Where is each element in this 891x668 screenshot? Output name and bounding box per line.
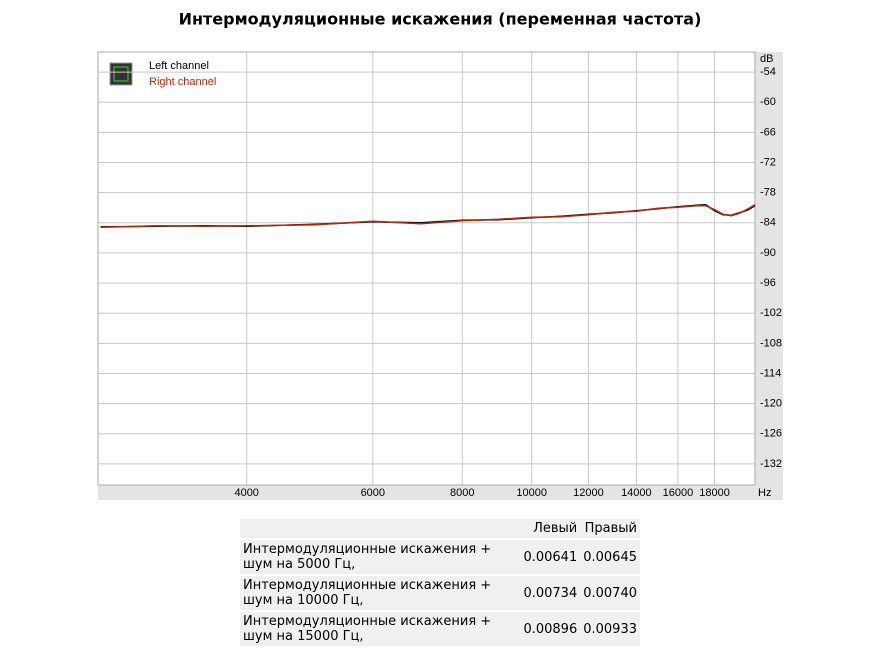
- x-tick-label: 16000: [663, 487, 694, 499]
- table-row: Интермодуляционные искажения + шум на 15…: [240, 611, 640, 648]
- row-label: Интермодуляционные искажения + шум на 50…: [240, 539, 521, 576]
- results-table: Левый Правый Интермодуляционные искажени…: [240, 519, 640, 648]
- cell: 0.00641: [520, 539, 581, 576]
- y-tick-label: -72: [760, 156, 776, 168]
- y-tick-label: -78: [760, 187, 776, 199]
- legend-label: Left channel: [149, 60, 209, 72]
- chart-title: Интермодуляционные искажения (переменная…: [179, 10, 702, 29]
- cell: 0.00645: [580, 539, 640, 576]
- y-tick-label: -126: [760, 428, 782, 440]
- cell: 0.00740: [580, 575, 640, 612]
- cell: 0.00896: [520, 611, 581, 648]
- y-tick-label: -54: [760, 66, 776, 78]
- y-unit: dB: [760, 53, 773, 65]
- y-tick-label: -90: [760, 247, 776, 259]
- y-tick-label: -114: [760, 367, 781, 379]
- cell: 0.00933: [580, 611, 640, 648]
- column-header: Правый: [580, 519, 640, 540]
- legend-icon-grid: [113, 66, 129, 82]
- y-tick-label: -96: [760, 277, 776, 289]
- y-tick-label: -60: [760, 96, 776, 108]
- plot-border: [97, 51, 756, 486]
- x-tick-label: 14000: [621, 487, 652, 499]
- y-tick-label: -102: [760, 307, 782, 319]
- table-header: Левый Правый: [240, 519, 640, 540]
- x-unit: Hz: [758, 487, 771, 499]
- table-row: Интермодуляционные искажения + шум на 50…: [240, 539, 640, 576]
- chart: Интермодуляционные искажения (переменная…: [97, 10, 783, 500]
- y-tick-label: -84: [760, 217, 776, 229]
- x-tick-label: 10000: [516, 487, 547, 499]
- y-tick-label: -120: [760, 398, 782, 410]
- y-tick-label: -66: [760, 126, 776, 138]
- column-header: Левый: [520, 519, 581, 540]
- cell: 0.00734: [520, 575, 581, 612]
- legend-label: Right channel: [149, 76, 216, 88]
- x-tick-label: 12000: [573, 487, 604, 499]
- y-tick-label: -132: [760, 458, 782, 470]
- x-tick-label: 6000: [361, 487, 385, 499]
- plot-area: [98, 52, 755, 485]
- table-row: Интермодуляционные искажения + шум на 10…: [240, 575, 640, 612]
- legend: Left channel Right channel: [109, 60, 216, 88]
- x-tick-label: 8000: [450, 487, 474, 499]
- x-tick-label: 18000: [699, 487, 730, 499]
- y-tick-label: -108: [760, 337, 782, 349]
- legend-icon: [109, 62, 133, 86]
- row-label: Интермодуляционные искажения + шум на 10…: [240, 575, 521, 612]
- x-tick-label: 4000: [234, 487, 258, 499]
- row-label: Интермодуляционные искажения + шум на 15…: [240, 611, 521, 648]
- series-line: [100, 204, 756, 229]
